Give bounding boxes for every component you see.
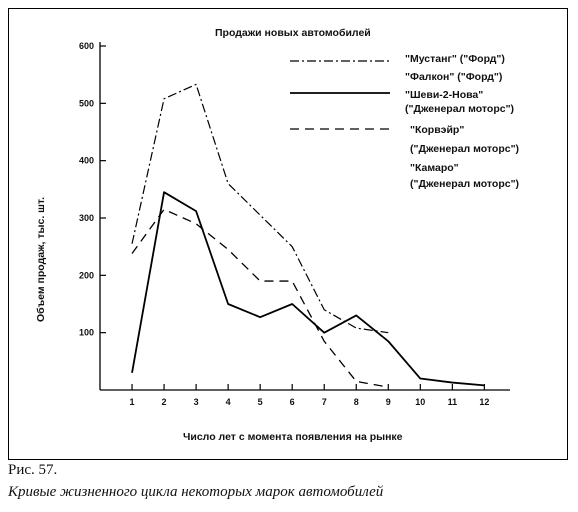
legend-label-4-owner: ("Дженерал моторс"): [410, 178, 519, 190]
legend-label-3-owner: ("Дженерал моторс"): [410, 143, 519, 155]
x-tick-label: 5: [258, 397, 263, 407]
y-tick-label: 100: [79, 328, 94, 338]
series-line-0: [131, 83, 389, 334]
series-line-3: [131, 208, 389, 388]
y-tick-label: 400: [79, 156, 94, 166]
chart-title: Продажи новых автомобилей: [215, 27, 371, 39]
legend-label-2: "Шеви-2-Нова": [405, 89, 483, 101]
x-tick-label: 8: [354, 397, 359, 407]
axes: [99, 42, 510, 391]
x-tick-label: 9: [386, 397, 391, 407]
x-tick-label: 2: [162, 397, 167, 407]
legend-label-1: "Фалкон" ("Форд"): [405, 71, 502, 83]
legend-label-2-owner: ("Дженерал моторс"): [405, 103, 514, 115]
x-tick-label: 6: [290, 397, 295, 407]
x-tick-label: 10: [415, 397, 425, 407]
x-tick-label: 3: [194, 397, 199, 407]
x-tick-label: 12: [479, 397, 489, 407]
x-tick-label: 7: [322, 397, 327, 407]
series-lines: [131, 83, 485, 388]
legend-label-4: "Камаро": [410, 162, 459, 174]
y-axis-label: Объем продаж, тыс. шт.: [35, 197, 47, 322]
x-tick-label: 1: [130, 397, 135, 407]
chart-frame: [8, 8, 568, 460]
legend-label-0: "Мустанг" ("Форд"): [405, 53, 505, 65]
figure-caption: Кривые жизненного цикла некоторых марок …: [8, 484, 384, 500]
series-line-2: [131, 191, 485, 387]
legend-label-3: "Корвэйр": [410, 124, 464, 136]
x-tick-label: 4: [226, 397, 231, 407]
y-tick-label: 300: [79, 213, 94, 223]
x-tick-label: 11: [448, 397, 458, 407]
x-axis-label: Число лет с момента появления на рынке: [183, 431, 403, 443]
y-tick-label: 600: [79, 41, 94, 51]
y-tick-label: 200: [79, 270, 94, 280]
legend: "Мустанг" ("Форд") "Фалкон" ("Форд") "Шеви…: [290, 53, 519, 190]
figure-number: Рис. 57.: [8, 462, 58, 478]
y-tick-label: 500: [79, 98, 94, 108]
